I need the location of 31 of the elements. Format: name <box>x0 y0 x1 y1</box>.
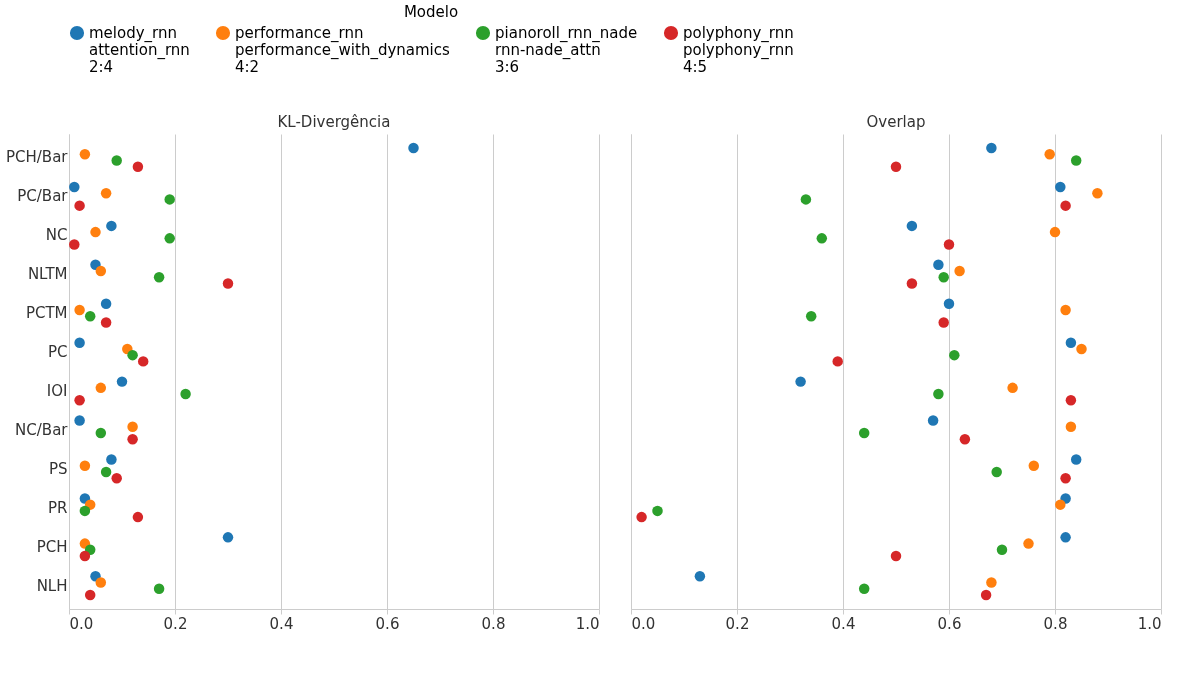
legend-label: pianoroll_rnn_nade rnn-nade_attn 3:6 <box>495 24 638 76</box>
chart-title: KL-Divergência <box>277 113 391 131</box>
y-tick-label: NC <box>45 226 68 245</box>
y-tick-label: PC <box>47 343 68 362</box>
x-tick-label: 0.8 <box>1043 614 1068 633</box>
y-tick-label: PCH <box>36 537 68 556</box>
y-tick-label: PC/Bar <box>17 187 69 206</box>
y-tick-label: NC/Bar <box>15 420 69 439</box>
x-tick-label: 1.0 <box>1137 614 1162 633</box>
x-tick-label: 0.8 <box>481 614 506 633</box>
x-tick-label: 0.4 <box>269 614 294 633</box>
y-tick-label: PCH/Bar <box>5 148 69 167</box>
legend-label: polyphony_rnn polyphony_rnn 4:5 <box>683 24 794 76</box>
y-tick-label: NLTM <box>27 265 68 284</box>
x-tick-label: 0.2 <box>163 614 188 633</box>
chart-title: Overlap <box>866 113 926 131</box>
legend-label: melody_rnn attention_rnn 2:4 <box>89 24 190 76</box>
y-tick-label: IOI <box>46 381 68 400</box>
legend-title: Modelo <box>403 3 459 21</box>
x-tick-label: 1.0 <box>575 614 600 633</box>
x-tick-label: 0.4 <box>831 614 856 633</box>
x-tick-label: 0.6 <box>375 614 400 633</box>
x-tick-label: 0.2 <box>725 614 750 633</box>
x-tick-label: 0.0 <box>631 614 656 633</box>
x-tick-label: 0.6 <box>937 614 962 633</box>
y-tick-label: PR <box>48 498 68 517</box>
y-tick-label: PCTM <box>25 304 68 323</box>
legend-label: performance_rnn performance_with_dynamics 4:2 <box>235 24 451 76</box>
x-tick-label: 0.0 <box>69 614 94 633</box>
y-tick-label: PS <box>48 459 68 478</box>
y-tick-label: NLH <box>36 576 68 595</box>
